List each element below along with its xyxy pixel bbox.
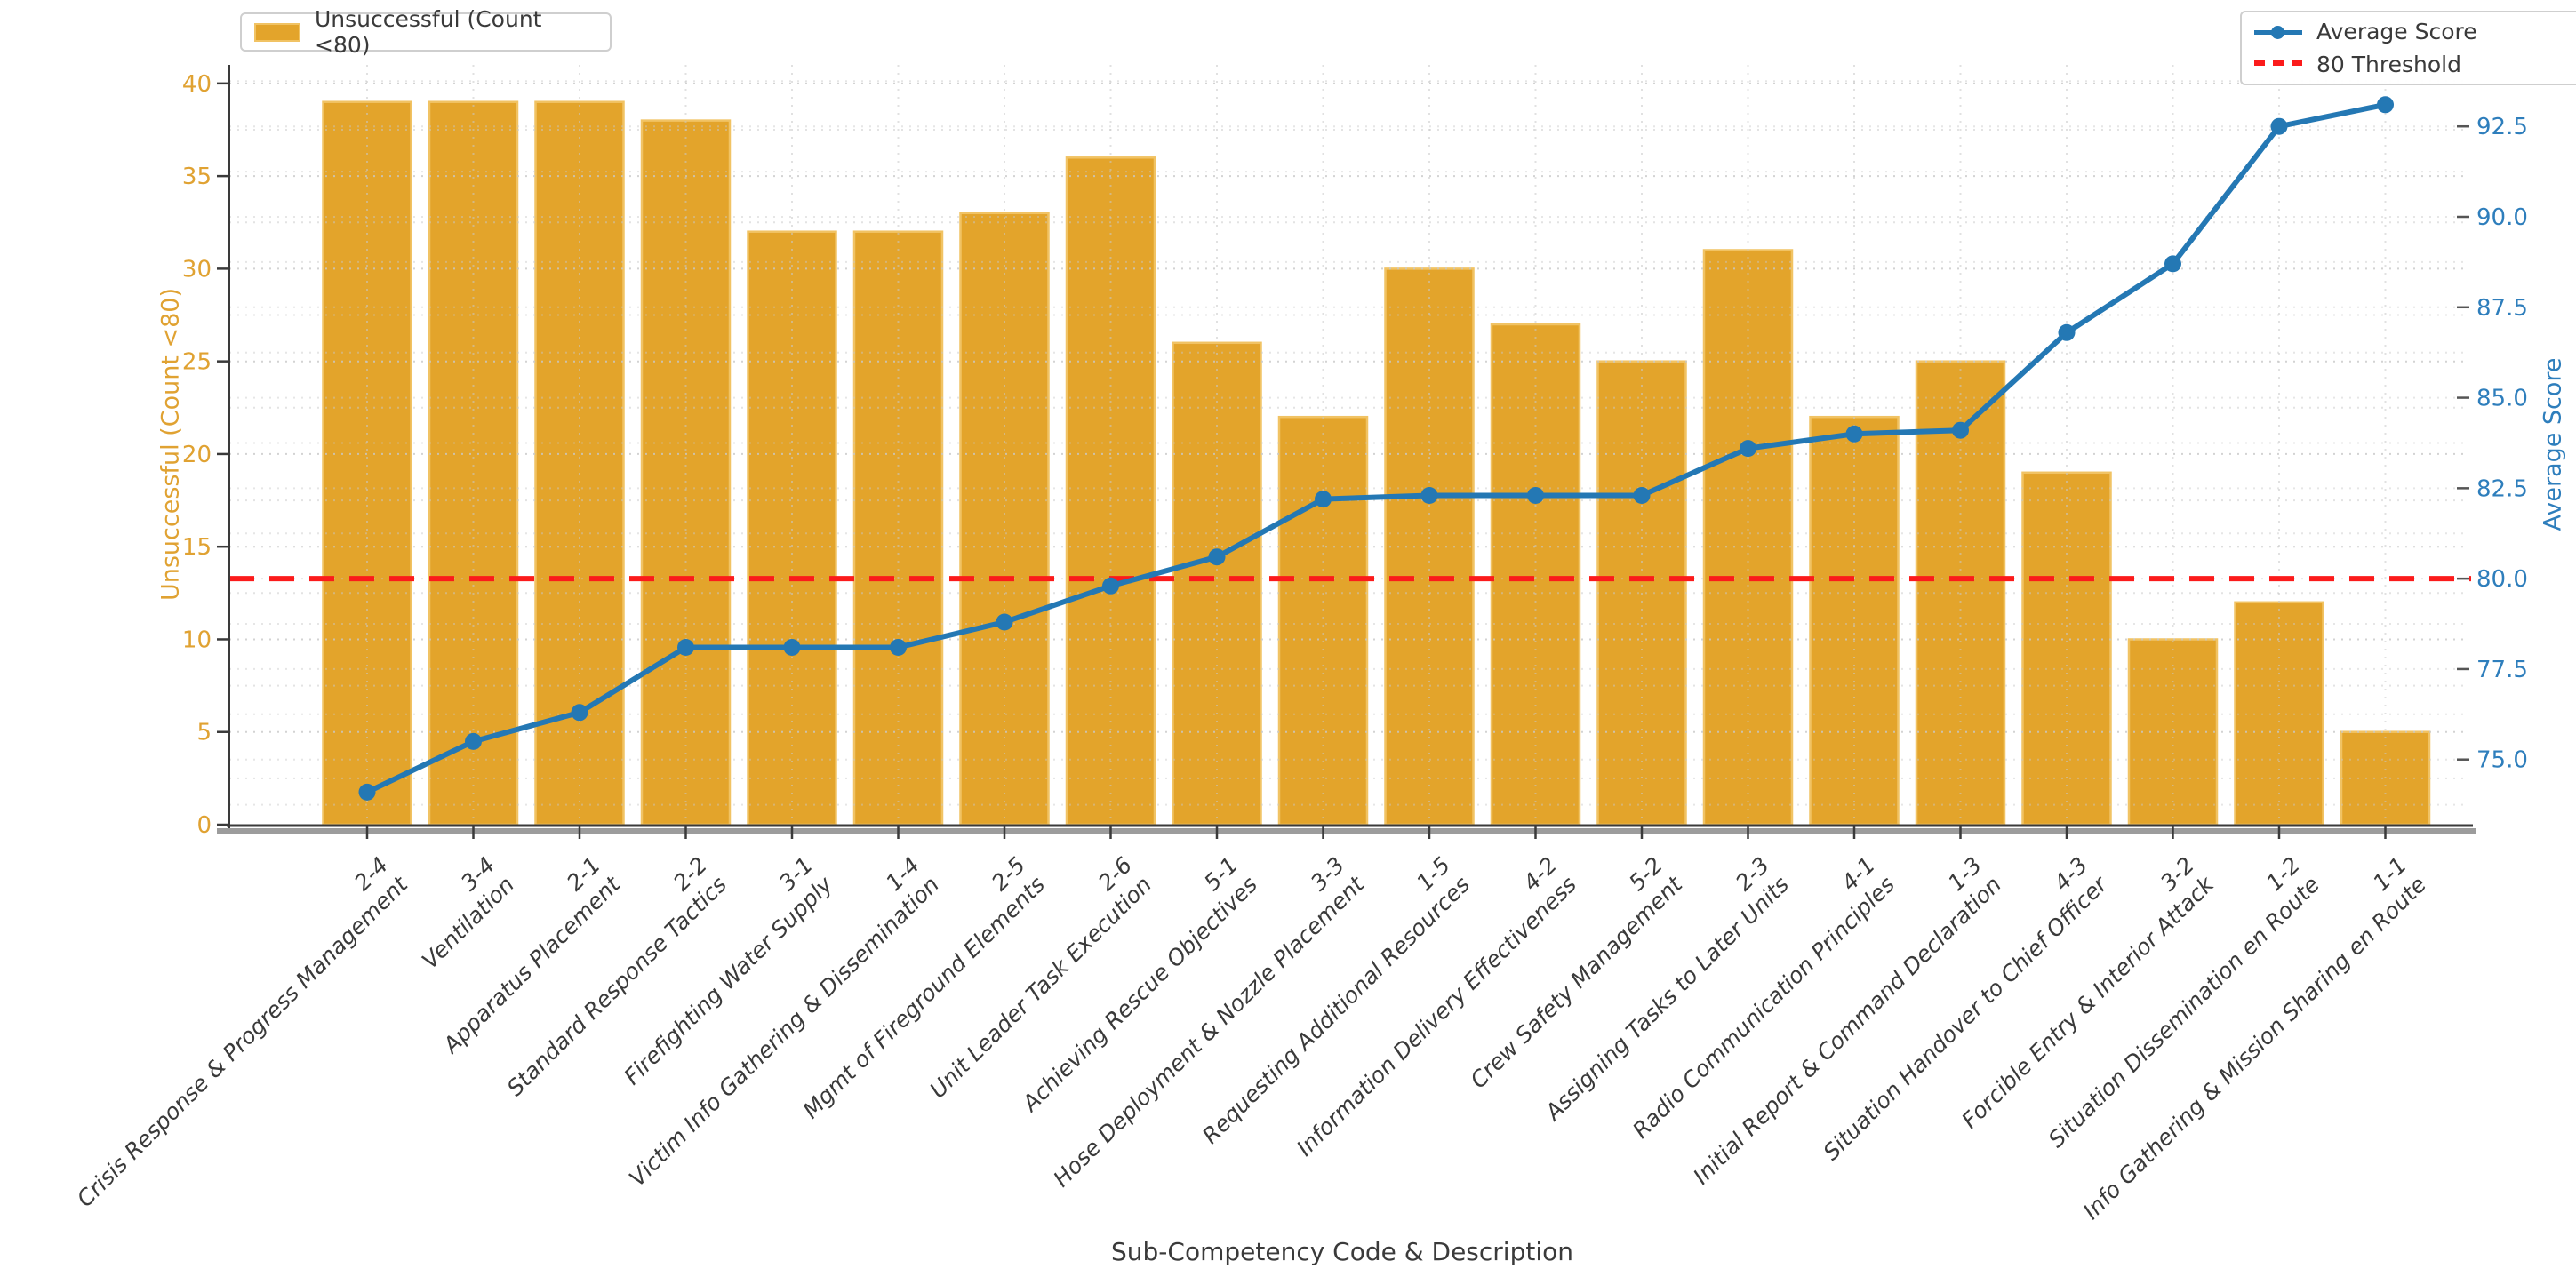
left-tick-label: 30 (182, 256, 212, 283)
right-tick-label: 77.5 (2476, 657, 2528, 683)
bar (747, 230, 837, 826)
left-tick-label: 35 (182, 164, 212, 190)
legend-average-score-label: Average Score (2316, 19, 2477, 45)
left-tick-label: 10 (182, 627, 212, 653)
average-score-point (1845, 425, 1863, 443)
average-score-point (2377, 96, 2394, 114)
line-swatch-icon (2254, 25, 2302, 39)
bar (1172, 341, 1262, 826)
left-tick-label: 25 (182, 349, 212, 376)
bar (2021, 471, 2112, 826)
average-score-point (1315, 491, 1332, 508)
bar (640, 119, 732, 826)
bar (1490, 323, 1581, 826)
right-axis-title: Average Score (2539, 357, 2567, 531)
threshold-swatch-icon (2254, 59, 2302, 69)
average-score-line (365, 101, 2387, 795)
bar (852, 230, 944, 826)
bar (1809, 415, 1900, 826)
legend-threshold-label: 80 Threshold (2316, 51, 2461, 77)
right-tick-label: 90.0 (2476, 204, 2528, 231)
legend-lines: Average Score 80 Threshold (2240, 11, 2576, 85)
average-score-point (996, 613, 1013, 631)
right-tick-label: 82.5 (2476, 475, 2528, 502)
left-tick-label: 0 (196, 812, 212, 839)
right-tick-label: 80.0 (2476, 566, 2528, 593)
average-score-point (2058, 323, 2076, 341)
average-score-point (1952, 421, 1969, 439)
left-tick-label: 5 (196, 720, 212, 746)
average-score-point (2270, 117, 2288, 135)
right-tick-label: 87.5 (2476, 295, 2528, 322)
left-axis-title: Unsuccessful (Count <80) (156, 287, 185, 602)
right-tick-label: 85.0 (2476, 386, 2528, 412)
average-score-point (571, 704, 588, 722)
bottom-spine-band (217, 828, 2476, 834)
average-score-point (1633, 487, 1651, 504)
legend-threshold-row: 80 Threshold (2254, 52, 2571, 77)
average-score-point (890, 639, 907, 656)
average-score-point (1527, 487, 1544, 504)
legend-bars-label: Unsuccessful (Count <80) (315, 6, 542, 58)
average-score-point (1740, 440, 1756, 458)
left-tick-label: 20 (182, 442, 212, 468)
average-score-point (783, 639, 801, 656)
average-score-point (677, 639, 694, 656)
bar (1277, 415, 1369, 826)
left-tick-label: 40 (182, 71, 212, 98)
average-score-point (2164, 255, 2181, 273)
x-axis-title: Sub-Competency Code & Description (1111, 1237, 1573, 1266)
legend-bars: Unsuccessful (Count <80) (240, 6, 612, 58)
average-score-point (1102, 577, 1119, 595)
right-tick-label: 75.0 (2476, 747, 2528, 774)
average-score-point (465, 732, 482, 750)
average-score-point (1420, 487, 1438, 504)
right-tick-label: 92.5 (2476, 114, 2528, 140)
average-score-point (1208, 548, 1226, 566)
legend-average-score-row: Average Score (2254, 19, 2571, 44)
average-score-point (358, 783, 376, 801)
left-tick-label: 15 (182, 534, 212, 561)
bar-swatch-icon (254, 22, 300, 42)
